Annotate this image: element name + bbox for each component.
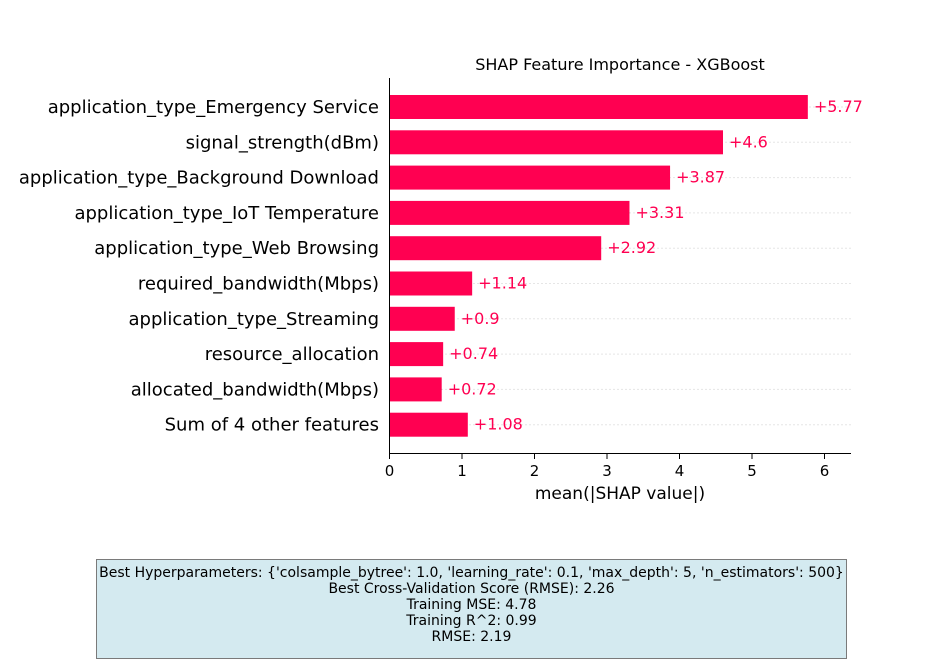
x-axis-ticks: 0 1 2 3 4 5 6 [385, 453, 830, 480]
bar [389, 130, 723, 155]
bar [389, 342, 444, 367]
value-label: +1.14 [478, 274, 527, 293]
bar [389, 377, 442, 402]
x-tick-label: 2 [530, 462, 540, 480]
feature-label: application_type_IoT Temperature [74, 203, 379, 224]
value-label: +3.31 [635, 203, 684, 222]
x-tick-label: 5 [747, 462, 757, 480]
feature-label: application_type_Web Browsing [94, 238, 379, 259]
cv-score-line: Best Cross-Validation Score (RMSE): 2.26 [328, 581, 615, 597]
value-label: +0.72 [448, 379, 497, 398]
grid-lines [389, 106, 851, 426]
value-label: +3.87 [676, 168, 725, 187]
x-tick-label: 3 [602, 462, 612, 480]
bars [389, 95, 808, 437]
shap-bar-chart: SHAP Feature Importance - XGBoost applic… [19, 55, 863, 504]
x-tick-label: 6 [820, 462, 830, 480]
value-labels: +5.77 +4.6+3.87 +3.31 +2.92 +1.14 +0.9 +0.74 +0… [448, 97, 863, 434]
training-mse-line: Training MSE: 4.78 [406, 597, 537, 613]
x-tick-label: 4 [675, 462, 685, 480]
value-label: +4.6 [729, 132, 768, 151]
value-label: +0.74 [449, 344, 498, 363]
bar [389, 412, 468, 437]
metrics-info-box: Best Hyperparameters: {'colsample_bytree… [96, 559, 847, 659]
feature-label: application_type_Streaming [129, 309, 379, 330]
bar [389, 165, 671, 190]
x-tick-label: 0 [385, 462, 395, 480]
bar [389, 236, 602, 261]
bar [389, 200, 630, 225]
feature-label: application_type_Emergency Service [48, 97, 379, 118]
feature-label: application_type_Background Download [19, 168, 379, 189]
value-label: +0.9 [461, 309, 500, 328]
feature-labels: application_type_Emergency Service signal… [19, 97, 379, 436]
chart-title: SHAP Feature Importance - XGBoost [475, 55, 765, 74]
feature-label: signal_strength(dBm) [186, 132, 379, 153]
value-label: +1.08 [474, 415, 523, 434]
bar [389, 271, 473, 296]
bar [389, 306, 455, 331]
bar [389, 95, 808, 119]
feature-label: required_bandwidth(Mbps) [138, 274, 379, 295]
hyperparameters-line: Best Hyperparameters: {'colsample_bytree… [99, 565, 844, 581]
x-axis-label: mean(|SHAP value|) [535, 484, 705, 504]
feature-label: Sum of 4 other features [165, 415, 379, 436]
value-label: +2.92 [607, 238, 656, 257]
training-r2-line: Training R^2: 0.99 [406, 613, 537, 629]
rmse-line: RMSE: 2.19 [431, 629, 512, 645]
x-tick-label: 1 [457, 462, 467, 480]
value-label: +5.77 [814, 97, 863, 116]
feature-label: resource_allocation [205, 344, 379, 365]
feature-label: allocated_bandwidth(Mbps) [131, 379, 379, 400]
